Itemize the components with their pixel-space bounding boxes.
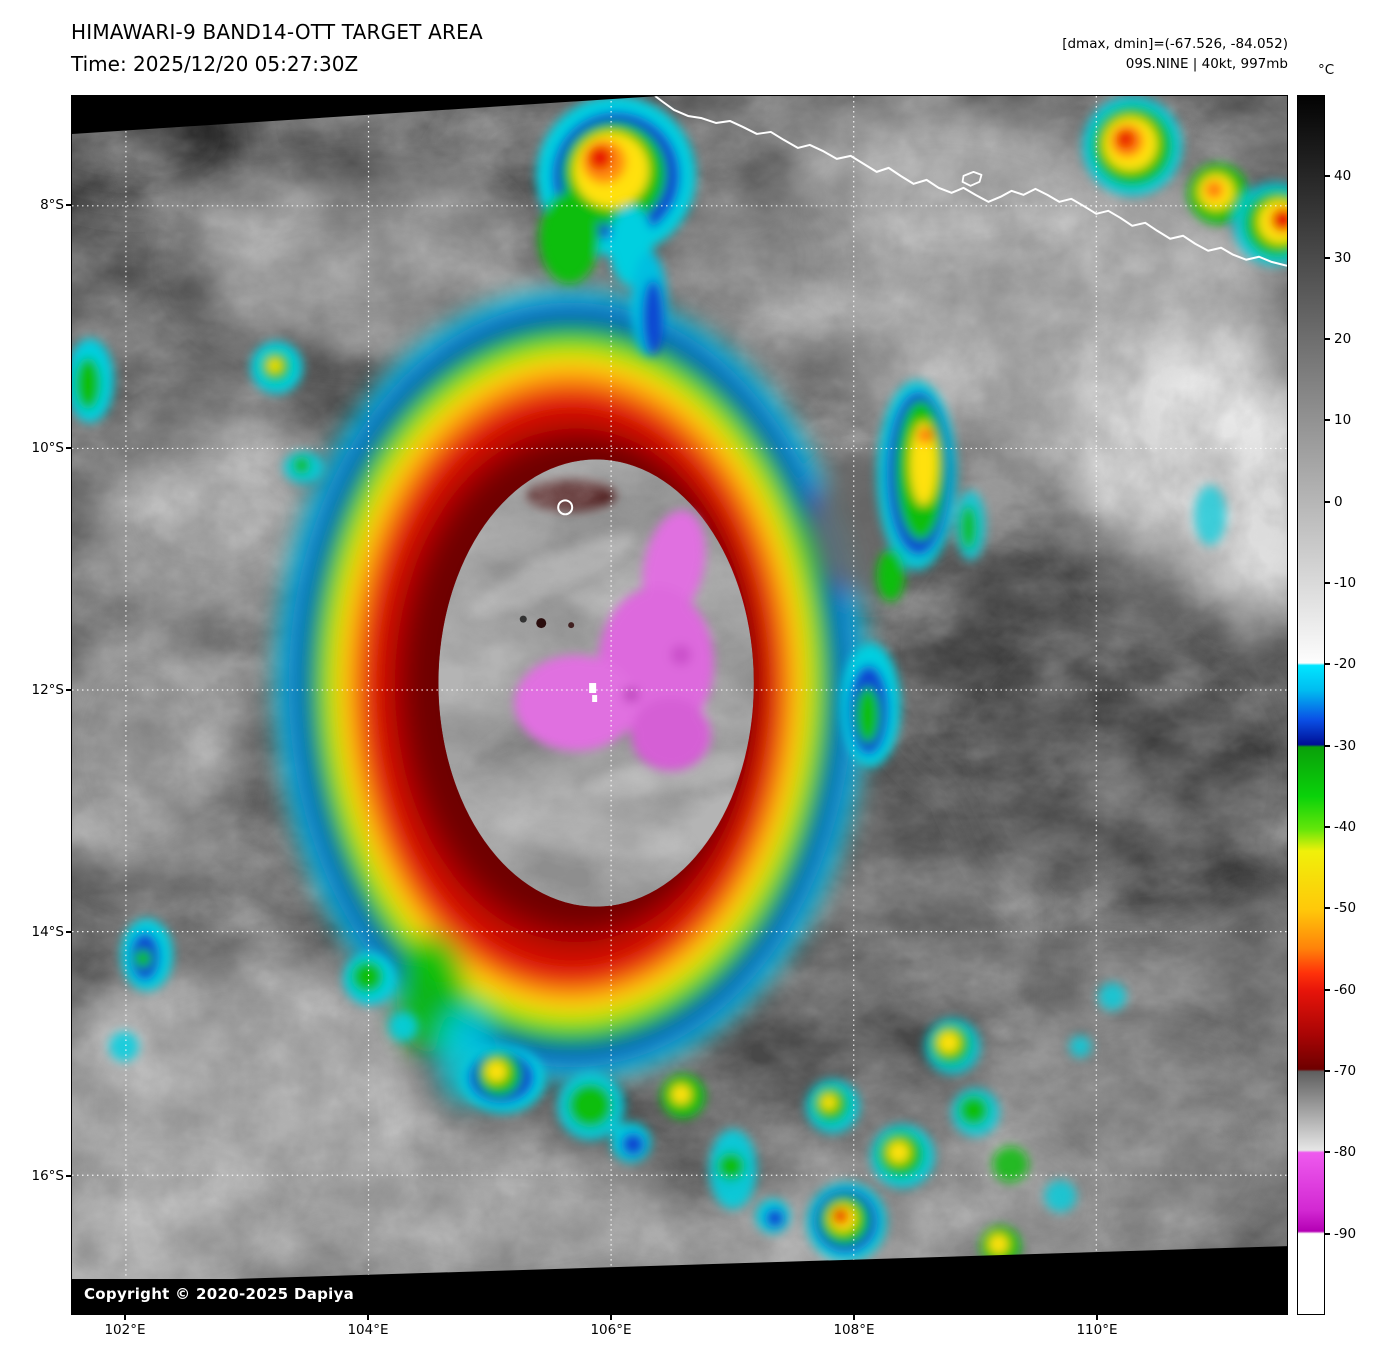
island-outline: [961, 170, 983, 187]
lat-tick-label: 16°S: [31, 1168, 65, 1184]
product-title: HIMAWARI-9 BAND14-OTT TARGET AREA: [71, 20, 483, 44]
colorbar-tick-mark: [1325, 338, 1330, 340]
colorbar-tick-mark: [1325, 1070, 1330, 1072]
lon-tick-mark: [367, 1315, 369, 1320]
colorbar-tick-mark: [1325, 745, 1330, 747]
colorbar-tick-mark: [1325, 257, 1330, 259]
colorbar-tick-mark: [1325, 419, 1330, 421]
colorbar-tick-label: -10: [1334, 575, 1357, 591]
graticule-grid: [72, 96, 1287, 1314]
lat-tick-mark: [66, 1175, 71, 1177]
lat-tick-label: 14°S: [31, 924, 65, 940]
lat-tick-label: 8°S: [40, 197, 64, 213]
ir-imagery-canvas: [72, 96, 1287, 1314]
colorbar-tick-mark: [1325, 826, 1330, 828]
colorbar-tick-label: -40: [1334, 819, 1357, 835]
colorbar-tick-mark: [1325, 1151, 1330, 1153]
colorbar-tick-label: 10: [1334, 412, 1352, 428]
lon-tick-label: 102°E: [104, 1322, 146, 1338]
contour-outline: [557, 499, 574, 516]
colorbar-tick-label: 20: [1334, 331, 1352, 347]
lon-tick-label: 104°E: [347, 1322, 389, 1338]
colorbar-tick-mark: [1325, 989, 1330, 991]
colorbar-tick-label: -80: [1334, 1144, 1357, 1160]
colorbar-tick-label: 30: [1334, 250, 1352, 266]
lat-tick-mark: [66, 931, 71, 933]
colorbar-tick-label: -90: [1334, 1226, 1357, 1242]
lat-tick-mark: [66, 204, 71, 206]
lat-tick-mark: [66, 447, 71, 449]
lat-tick-label: 10°S: [31, 440, 65, 456]
colorbar-tick-mark: [1325, 1233, 1330, 1235]
storm-intensity-readout: 09S.NINE | 40kt, 997mb: [1125, 56, 1288, 72]
colorbar-tick-mark: [1325, 907, 1330, 909]
lon-tick-mark: [610, 1315, 612, 1320]
colorbar-tick-label: -50: [1334, 900, 1357, 916]
convective-cells: [72, 96, 1287, 1267]
colorbar-tick-label: -20: [1334, 656, 1357, 672]
cyclone-magenta-core: [514, 510, 714, 771]
colorbar-tick-label: -70: [1334, 1063, 1357, 1079]
colorbar-tick-mark: [1325, 663, 1330, 665]
lon-tick-mark: [853, 1315, 855, 1320]
satellite-map: Copyright © 2020-2025 Dapiya: [71, 95, 1288, 1315]
colorbar-unit-label: °C: [1318, 62, 1335, 78]
dmin-location-marker: [589, 683, 597, 694]
lon-tick-mark: [1096, 1315, 1098, 1320]
lon-tick-label: 108°E: [833, 1322, 875, 1338]
coastline: [654, 96, 1287, 267]
colorbar-tick-mark: [1325, 175, 1330, 177]
colorbar-tick-mark: [1325, 501, 1330, 503]
scan-edge-wedges: [72, 96, 1287, 1314]
lon-tick-label: 110°E: [1076, 1322, 1118, 1338]
product-timestamp: Time: 2025/12/20 05:27:30Z: [71, 52, 359, 76]
colorbar-tick-mark: [1325, 582, 1330, 584]
lat-tick-mark: [66, 689, 71, 691]
colorbar-tick-label: -60: [1334, 982, 1357, 998]
analysis-marks: [519, 499, 598, 703]
colorbar-tick-label: 0: [1334, 494, 1343, 510]
lon-tick-label: 106°E: [590, 1322, 632, 1338]
lon-tick-mark: [124, 1315, 126, 1320]
dmax-dmin-readout: [dmax, dmin]=(-67.526, -84.052): [1062, 36, 1288, 52]
temperature-colorbar: [1297, 95, 1325, 1315]
colorbar-tick-label: -30: [1334, 738, 1357, 754]
lat-tick-label: 12°S: [31, 682, 65, 698]
colorbar-tick-label: 40: [1334, 168, 1352, 184]
copyright-label: Copyright © 2020-2025 Dapiya: [72, 1279, 367, 1309]
